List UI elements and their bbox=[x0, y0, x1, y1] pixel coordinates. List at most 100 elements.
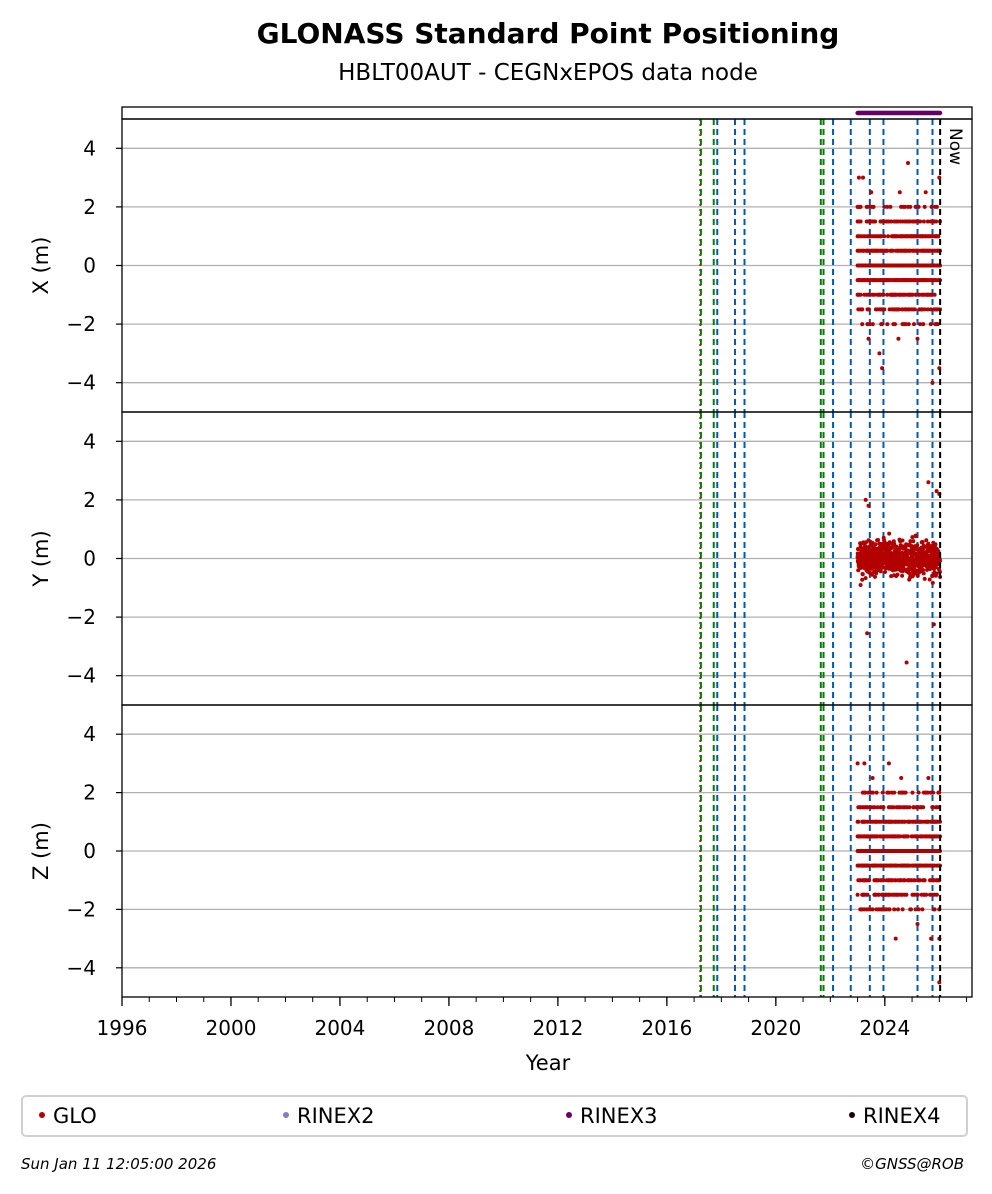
glo-point bbox=[878, 569, 883, 574]
plot-area: −4 −2 0 2 4 X (m) −4 −2 0 2 4 Y (m) −4 −2 0 2 4 Z (m) Now 1… bbox=[29, 106, 973, 1040]
y-tick-label: −2 bbox=[67, 605, 96, 629]
glo-point bbox=[913, 219, 918, 224]
glo-point bbox=[921, 322, 926, 327]
glo-point bbox=[915, 543, 920, 548]
glo-point bbox=[861, 175, 865, 180]
glo-series bbox=[855, 761, 942, 985]
glo-point bbox=[858, 907, 863, 912]
glo-point bbox=[912, 878, 917, 883]
glo-point bbox=[865, 631, 870, 636]
glo-point bbox=[887, 531, 892, 536]
glo-point bbox=[937, 980, 942, 985]
glo-point bbox=[867, 322, 872, 327]
glo-point bbox=[863, 543, 868, 548]
glo-point bbox=[915, 336, 920, 341]
glo-point bbox=[910, 292, 915, 297]
glo-point bbox=[927, 577, 932, 582]
y-axis-label: X (m) bbox=[29, 237, 53, 295]
legend-item-glo: GLO bbox=[39, 1104, 97, 1128]
y-tick-label: 4 bbox=[83, 722, 96, 746]
glo-point bbox=[879, 234, 884, 239]
glo-point bbox=[937, 175, 942, 180]
glo-point bbox=[881, 805, 886, 810]
glo-point bbox=[863, 497, 868, 502]
glo-point bbox=[916, 907, 921, 912]
x-tick-label: 2008 bbox=[423, 1016, 474, 1040]
glo-point bbox=[922, 576, 927, 581]
legend-marker-glo bbox=[39, 1112, 45, 1118]
glo-point bbox=[921, 571, 926, 576]
glo-point bbox=[926, 776, 931, 780]
glo-point bbox=[870, 790, 875, 795]
glo-point bbox=[873, 542, 878, 547]
glo-point bbox=[918, 322, 923, 327]
glo-point bbox=[858, 292, 863, 297]
glo-point bbox=[893, 322, 897, 327]
glo-point bbox=[877, 351, 882, 356]
glo-point bbox=[911, 539, 916, 544]
y-tick-label: 0 bbox=[83, 839, 96, 863]
y-tick-label: 2 bbox=[83, 488, 96, 512]
glo-point bbox=[902, 878, 907, 883]
glo-point bbox=[876, 538, 880, 542]
glo-point bbox=[909, 907, 913, 912]
glo-point bbox=[885, 292, 890, 297]
glo-point bbox=[880, 322, 884, 327]
glo-point bbox=[855, 761, 860, 766]
glo-point bbox=[876, 892, 881, 897]
glo-point bbox=[903, 322, 908, 327]
glo-point bbox=[930, 380, 935, 385]
glo-point bbox=[870, 572, 874, 577]
glo-point bbox=[858, 583, 863, 587]
glo-point bbox=[888, 204, 893, 209]
glo-point bbox=[890, 248, 895, 253]
glo-point bbox=[932, 907, 937, 912]
glo-point bbox=[926, 541, 931, 546]
glo-point bbox=[900, 538, 905, 543]
glo-point bbox=[934, 489, 939, 494]
glo-point bbox=[896, 336, 901, 341]
glo-point bbox=[860, 307, 865, 312]
glo-point bbox=[867, 878, 871, 883]
legend-marker-rinex2 bbox=[283, 1112, 289, 1118]
glo-point bbox=[870, 907, 875, 912]
coverage-strip bbox=[121, 106, 973, 120]
y-tick-label: −2 bbox=[67, 312, 96, 336]
glo-point bbox=[929, 936, 934, 941]
x-tick-label: 2024 bbox=[859, 1016, 910, 1040]
glo-point bbox=[930, 204, 935, 209]
glo-point bbox=[882, 204, 887, 209]
glo-point bbox=[882, 234, 887, 239]
glo-point bbox=[872, 546, 877, 550]
y-axis-label: Y (m) bbox=[29, 530, 53, 587]
glo-point bbox=[907, 805, 912, 810]
glo-point bbox=[920, 540, 925, 544]
glo-point bbox=[902, 819, 907, 824]
glo-point bbox=[866, 503, 871, 508]
glo-point bbox=[924, 892, 929, 897]
glo-point bbox=[893, 936, 898, 941]
glo-point bbox=[937, 790, 942, 795]
glo-point bbox=[855, 892, 860, 897]
glo-point bbox=[865, 892, 870, 897]
glo-point bbox=[885, 322, 890, 327]
glo-point bbox=[926, 480, 931, 485]
x-tick-label: 2012 bbox=[532, 1016, 583, 1040]
glo-point bbox=[928, 322, 933, 327]
panel-x: −4 −2 0 2 4 X (m) bbox=[29, 118, 973, 413]
rinex3-coverage-series bbox=[855, 110, 943, 116]
glo-point bbox=[932, 292, 937, 297]
glo-point bbox=[874, 571, 879, 576]
glo-point bbox=[862, 761, 867, 766]
glo-point bbox=[871, 204, 876, 209]
legend-label-rinex2: RINEX2 bbox=[297, 1104, 375, 1128]
glo-point bbox=[904, 660, 909, 665]
glo-point bbox=[912, 571, 916, 576]
glo-point bbox=[887, 907, 892, 912]
x-tick-label: 2020 bbox=[750, 1016, 801, 1040]
x-tick-label: 2000 bbox=[206, 1016, 257, 1040]
glo-point bbox=[913, 907, 918, 912]
glo-point bbox=[921, 568, 925, 572]
glo-point bbox=[910, 790, 915, 795]
glo-point bbox=[874, 790, 879, 795]
